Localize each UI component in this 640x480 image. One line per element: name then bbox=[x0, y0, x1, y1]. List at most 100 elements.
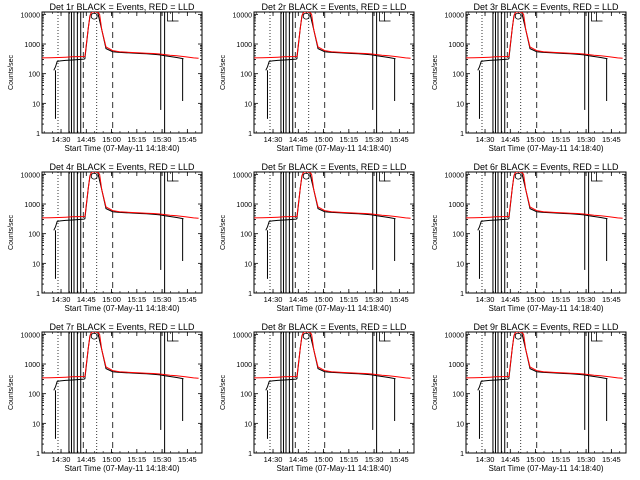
circle-marker bbox=[514, 12, 522, 20]
bracket-marker bbox=[384, 332, 391, 342]
bracket-marker bbox=[379, 172, 386, 182]
y-tick-label: 100 bbox=[28, 392, 40, 399]
x-tick-label: 15:45 bbox=[602, 135, 621, 144]
y-tick-label: 10000 bbox=[21, 332, 41, 339]
panel-det-2r: Det 2r BLACK = Events, RED = LLD 1 10 100 10… bbox=[220, 2, 415, 153]
bracket-marker bbox=[167, 332, 174, 342]
circle-marker bbox=[302, 332, 310, 340]
y-axis-label: Counts/sec bbox=[8, 214, 15, 250]
plot-frame bbox=[41, 331, 203, 454]
y-axis-label: Counts/sec bbox=[220, 214, 227, 250]
y-tick-label: 100 bbox=[240, 232, 252, 239]
events-series-line bbox=[477, 12, 608, 71]
x-tick-label: 15:30 bbox=[577, 295, 596, 304]
panel-title: Det 6r BLACK = Events, RED = LLD bbox=[473, 162, 619, 172]
x-tick-label: 15:45 bbox=[390, 135, 409, 144]
y-axis-label: Counts/sec bbox=[432, 214, 439, 250]
panel-det-8r: Det 8r BLACK = Events, RED = LLD 1 10 100 10… bbox=[220, 322, 415, 473]
y-tick-label: 1000 bbox=[24, 42, 40, 49]
x-tick-label: 15:30 bbox=[577, 455, 596, 464]
lld-series-line bbox=[466, 12, 623, 59]
plot-frame bbox=[465, 11, 627, 134]
x-tick-label: 15:15 bbox=[127, 455, 146, 464]
plot-area bbox=[254, 332, 411, 453]
x-tick-label: 15:00 bbox=[314, 135, 333, 144]
x-tick-label: 14:30 bbox=[264, 295, 283, 304]
y-tick-label: 1000 bbox=[448, 42, 464, 49]
y-tick-label: 10000 bbox=[233, 332, 253, 339]
panel-det-6r: Det 6r BLACK = Events, RED = LLD 1 10 100 10… bbox=[432, 162, 627, 313]
y-axis-label: Counts/sec bbox=[432, 54, 439, 90]
y-tick-label: 10 bbox=[456, 421, 464, 428]
x-tick-label: 15:45 bbox=[178, 295, 197, 304]
x-tick-label: 14:30 bbox=[264, 135, 283, 144]
bracket-marker bbox=[591, 172, 598, 182]
y-tick-label: 1000 bbox=[448, 362, 464, 369]
x-axis-label: Start Time (07-May-11 14:18:40) bbox=[64, 304, 179, 313]
bracket-marker bbox=[167, 12, 174, 22]
lld-series-line bbox=[42, 172, 199, 219]
circle-marker bbox=[302, 12, 310, 20]
x-tick-label: 15:15 bbox=[339, 455, 358, 464]
x-tick-label: 15:45 bbox=[390, 295, 409, 304]
plot-frame bbox=[465, 171, 627, 294]
x-tick-label: 14:30 bbox=[52, 295, 71, 304]
plot-frame bbox=[465, 331, 627, 454]
panel-title: Det 9r BLACK = Events, RED = LLD bbox=[473, 322, 619, 332]
x-tick-label: 15:30 bbox=[153, 135, 172, 144]
y-axis-label: Counts/sec bbox=[8, 374, 15, 410]
y-tick-label: 1 bbox=[248, 131, 252, 138]
x-tick-label: 15:00 bbox=[526, 295, 545, 304]
circle-marker bbox=[514, 332, 522, 340]
plot-area bbox=[466, 332, 623, 453]
x-tick-label: 15:00 bbox=[102, 295, 121, 304]
y-axis-label: Counts/sec bbox=[220, 374, 227, 410]
x-tick-label: 14:30 bbox=[52, 455, 71, 464]
x-tick-label: 15:00 bbox=[314, 295, 333, 304]
x-tick-label: 14:45 bbox=[289, 135, 308, 144]
y-tick-label: 10 bbox=[244, 101, 252, 108]
lld-series-line bbox=[466, 172, 623, 219]
x-tick-label: 15:15 bbox=[339, 135, 358, 144]
y-tick-label: 1000 bbox=[236, 362, 252, 369]
bracket-marker bbox=[172, 12, 179, 22]
circle-marker bbox=[90, 172, 98, 180]
panel-det-5r: Det 5r BLACK = Events, RED = LLD 1 10 100 10… bbox=[220, 162, 415, 313]
x-tick-label: 14:45 bbox=[501, 135, 520, 144]
x-tick-label: 14:45 bbox=[77, 135, 96, 144]
y-tick-label: 100 bbox=[452, 232, 464, 239]
y-axis-label: Counts/sec bbox=[432, 374, 439, 410]
y-tick-label: 10 bbox=[32, 261, 40, 268]
plot-area bbox=[466, 12, 623, 133]
y-tick-label: 10000 bbox=[233, 172, 253, 179]
y-tick-label: 10 bbox=[456, 101, 464, 108]
y-tick-label: 100 bbox=[452, 392, 464, 399]
bracket-marker bbox=[591, 12, 598, 22]
x-tick-label: 15:00 bbox=[526, 455, 545, 464]
bracket-marker bbox=[384, 12, 391, 22]
lld-series-line bbox=[254, 172, 411, 219]
bracket-marker bbox=[167, 172, 174, 182]
panel-title: Det 1r BLACK = Events, RED = LLD bbox=[49, 2, 195, 12]
y-tick-label: 10000 bbox=[445, 172, 465, 179]
y-tick-label: 1 bbox=[36, 291, 40, 298]
plot-frame bbox=[253, 11, 415, 134]
events-series-line bbox=[53, 12, 184, 71]
x-tick-label: 15:45 bbox=[178, 455, 197, 464]
x-axis-label: Start Time (07-May-11 14:18:40) bbox=[276, 304, 391, 313]
plot-area bbox=[42, 12, 199, 133]
circle-marker bbox=[514, 172, 522, 180]
x-tick-label: 15:30 bbox=[153, 455, 172, 464]
events-series-line bbox=[265, 172, 396, 231]
y-tick-label: 1 bbox=[248, 291, 252, 298]
x-tick-label: 15:30 bbox=[153, 295, 172, 304]
y-tick-label: 10 bbox=[244, 421, 252, 428]
x-tick-label: 15:15 bbox=[551, 135, 570, 144]
y-tick-label: 100 bbox=[240, 72, 252, 79]
y-tick-label: 10 bbox=[32, 101, 40, 108]
y-tick-label: 1 bbox=[460, 451, 464, 458]
x-axis-label: Start Time (07-May-11 14:18:40) bbox=[64, 464, 179, 473]
x-tick-label: 14:30 bbox=[52, 135, 71, 144]
x-tick-label: 15:00 bbox=[314, 455, 333, 464]
